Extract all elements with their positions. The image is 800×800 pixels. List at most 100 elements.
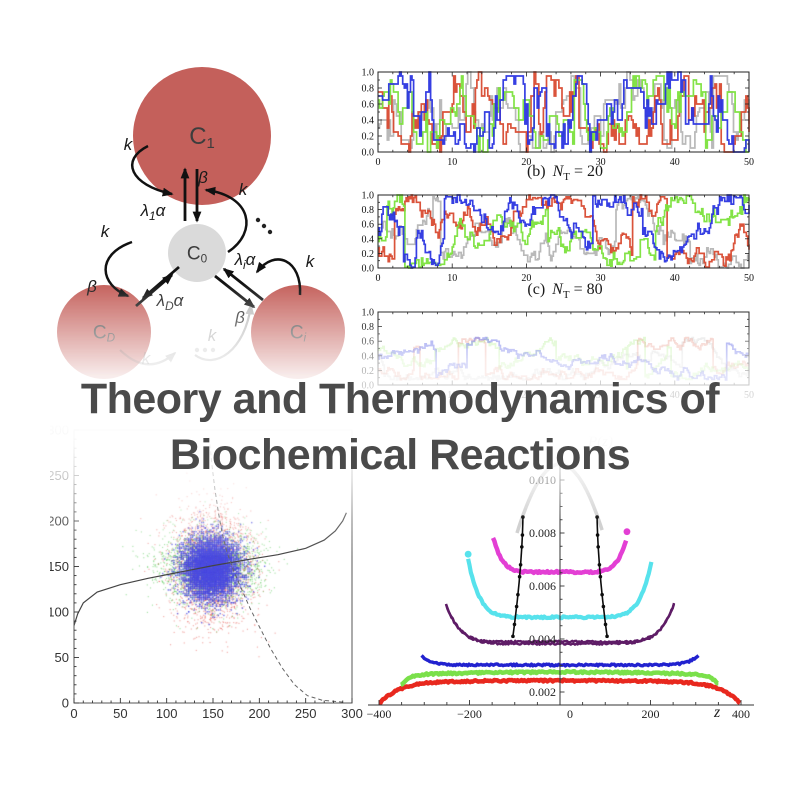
cyan-end-dot xyxy=(464,550,472,558)
ellipsis-dot xyxy=(261,223,267,229)
ellipsis-dot-faded xyxy=(194,347,200,353)
magenta-end-dot xyxy=(623,528,631,536)
rate-label-λiα: λiα xyxy=(234,250,257,272)
trajectories-plot-nt20: 0 10 20 30 40 50 0.0 0.2 0.4 0.6 0.8 1.0 xyxy=(352,62,762,192)
black-branch-marker xyxy=(518,563,523,567)
blue-trajectory xyxy=(378,71,750,153)
y-tick-label: 0.8 xyxy=(362,84,375,95)
black-branch-marker xyxy=(601,604,606,609)
rate-label-λ1α: λ1α xyxy=(140,201,167,223)
x-tick-label: 200 xyxy=(642,707,660,720)
x-tick-label: 50 xyxy=(744,157,754,168)
x-tick-label: 0 xyxy=(70,706,77,721)
rate-label-β: β xyxy=(86,277,97,296)
x-tick-label: 0 xyxy=(376,390,381,401)
x-tick-label: 0 xyxy=(376,273,381,284)
trajectories-nt80-svg: 0 10 20 30 40 50 0.0 0.2 0.4 0.6 0.8 1.0 xyxy=(362,191,755,285)
x-tick-label: 10 xyxy=(447,157,457,168)
curved-rate-arrow xyxy=(256,258,302,296)
x-tick-label: 0 xyxy=(567,707,573,720)
x-tick-label: −200 xyxy=(457,707,482,720)
green-trajectory xyxy=(378,75,749,153)
trajectories-plot-nt80: 0 10 20 30 40 50 0.0 0.2 0.4 0.6 0.8 1.0 xyxy=(352,185,762,315)
solid-nullcline xyxy=(73,512,347,626)
black-branch-marker xyxy=(512,622,517,627)
trajectories-faded-svg: 0 10 20 30 40 50 0.0 0.2 0.4 0.6 0.8 1.0 xyxy=(362,308,755,402)
black-branch-marker xyxy=(511,634,515,639)
x-tick-label: 50 xyxy=(744,273,754,284)
black-branch-marker xyxy=(517,574,522,579)
x-tick-label: 150 xyxy=(202,706,224,721)
y-axis-label: P(z) xyxy=(587,434,613,450)
title-line-1: Theory and Thermodynamics of xyxy=(80,375,720,423)
state-node-CD xyxy=(57,285,151,379)
caption-value: = 80 xyxy=(573,281,603,298)
blue-trajectory xyxy=(378,194,750,269)
x-tick-label: 100 xyxy=(156,706,178,721)
black-branch-marker xyxy=(595,533,600,537)
caption-symbol: N xyxy=(552,281,563,298)
node-label-C1: C1 xyxy=(189,123,215,152)
reaction-network-diagram: C1 C0 CD Ci k β k λ1α k β λDα λiα k β k k xyxy=(40,55,380,400)
y-tick-label: 100 xyxy=(50,605,69,620)
node-label-CD: CD xyxy=(93,322,116,344)
page-title: Theory and Thermodynamics of Biochemical… xyxy=(0,371,800,483)
x-tick-label: 40 xyxy=(670,390,680,401)
x-tick-label: 300 xyxy=(341,706,363,721)
state-node-Ci xyxy=(251,285,345,379)
x-tick-label: 30 xyxy=(596,273,606,284)
caption-nt80: (c) NT = 80 xyxy=(450,281,680,301)
y-tick-label: 0.8 xyxy=(362,322,375,333)
y-tick-label: 0.4 xyxy=(362,351,375,362)
node-label-Ci: Ci xyxy=(290,322,307,344)
black-branch-marker xyxy=(516,592,520,597)
red-trajectory xyxy=(378,336,749,381)
state-node-C1 xyxy=(133,67,271,205)
y-tick-label: 0.4 xyxy=(362,234,375,245)
y-tick-label: 250 xyxy=(50,468,69,483)
y-tick-label: 200 xyxy=(50,514,69,529)
x-tick-label: 50 xyxy=(113,706,127,721)
green-trajectory xyxy=(378,336,749,381)
red-trajectory xyxy=(378,71,750,153)
rate-label-λDα: λDα xyxy=(156,291,185,313)
x-tick-label: 50 xyxy=(744,390,754,401)
caption-nt20: (b) NT = 20 xyxy=(450,163,680,183)
curved-rate-arrow xyxy=(204,186,248,254)
x-tick-label: 250 xyxy=(295,706,317,721)
transition-arrow xyxy=(214,274,256,309)
axis-ticks xyxy=(378,479,742,705)
rate-label-k: k xyxy=(239,180,249,199)
y-tick-label: 150 xyxy=(50,559,69,574)
black-branch-marker xyxy=(598,574,603,579)
scatter-cloud-canvas xyxy=(50,420,370,725)
rate-label-k: k xyxy=(306,252,316,271)
black-branch-marker xyxy=(600,592,604,597)
y-tick-label: 0.8 xyxy=(362,205,375,216)
black-branch-marker xyxy=(597,563,602,567)
ellipsis-dot-faded xyxy=(202,347,208,353)
faded-rate-arrow xyxy=(119,349,177,366)
rate-label-k: k xyxy=(142,349,152,368)
y-tick-label: 0.6 xyxy=(362,220,375,231)
y-tick-label: 0.006 xyxy=(529,579,556,593)
x-tick-label: 20 xyxy=(521,390,531,401)
y-tick-label: 0.0 xyxy=(362,148,375,159)
y-tick-label: 0.002 xyxy=(529,685,556,699)
x-tick-label: 0 xyxy=(376,157,381,168)
y-tick-label: 0.2 xyxy=(362,132,375,143)
y-tick-label: 50 xyxy=(55,650,69,665)
x-tick-label: 10 xyxy=(447,390,457,401)
x-tick-label: 10 xyxy=(447,273,457,284)
y-tick-label: 0.008 xyxy=(529,526,556,540)
rate-label-k: k xyxy=(101,222,111,241)
state-node-C0 xyxy=(168,224,226,282)
y-tick-label: 0.2 xyxy=(362,366,375,377)
y-tick-label: 1.0 xyxy=(362,191,375,202)
black-branch-marker xyxy=(521,515,525,519)
dashed-nullcline xyxy=(208,437,343,703)
x-tick-label: 30 xyxy=(596,390,606,401)
x-tick-label: −400 xyxy=(367,707,392,720)
x-tick-label: 20 xyxy=(521,157,531,168)
